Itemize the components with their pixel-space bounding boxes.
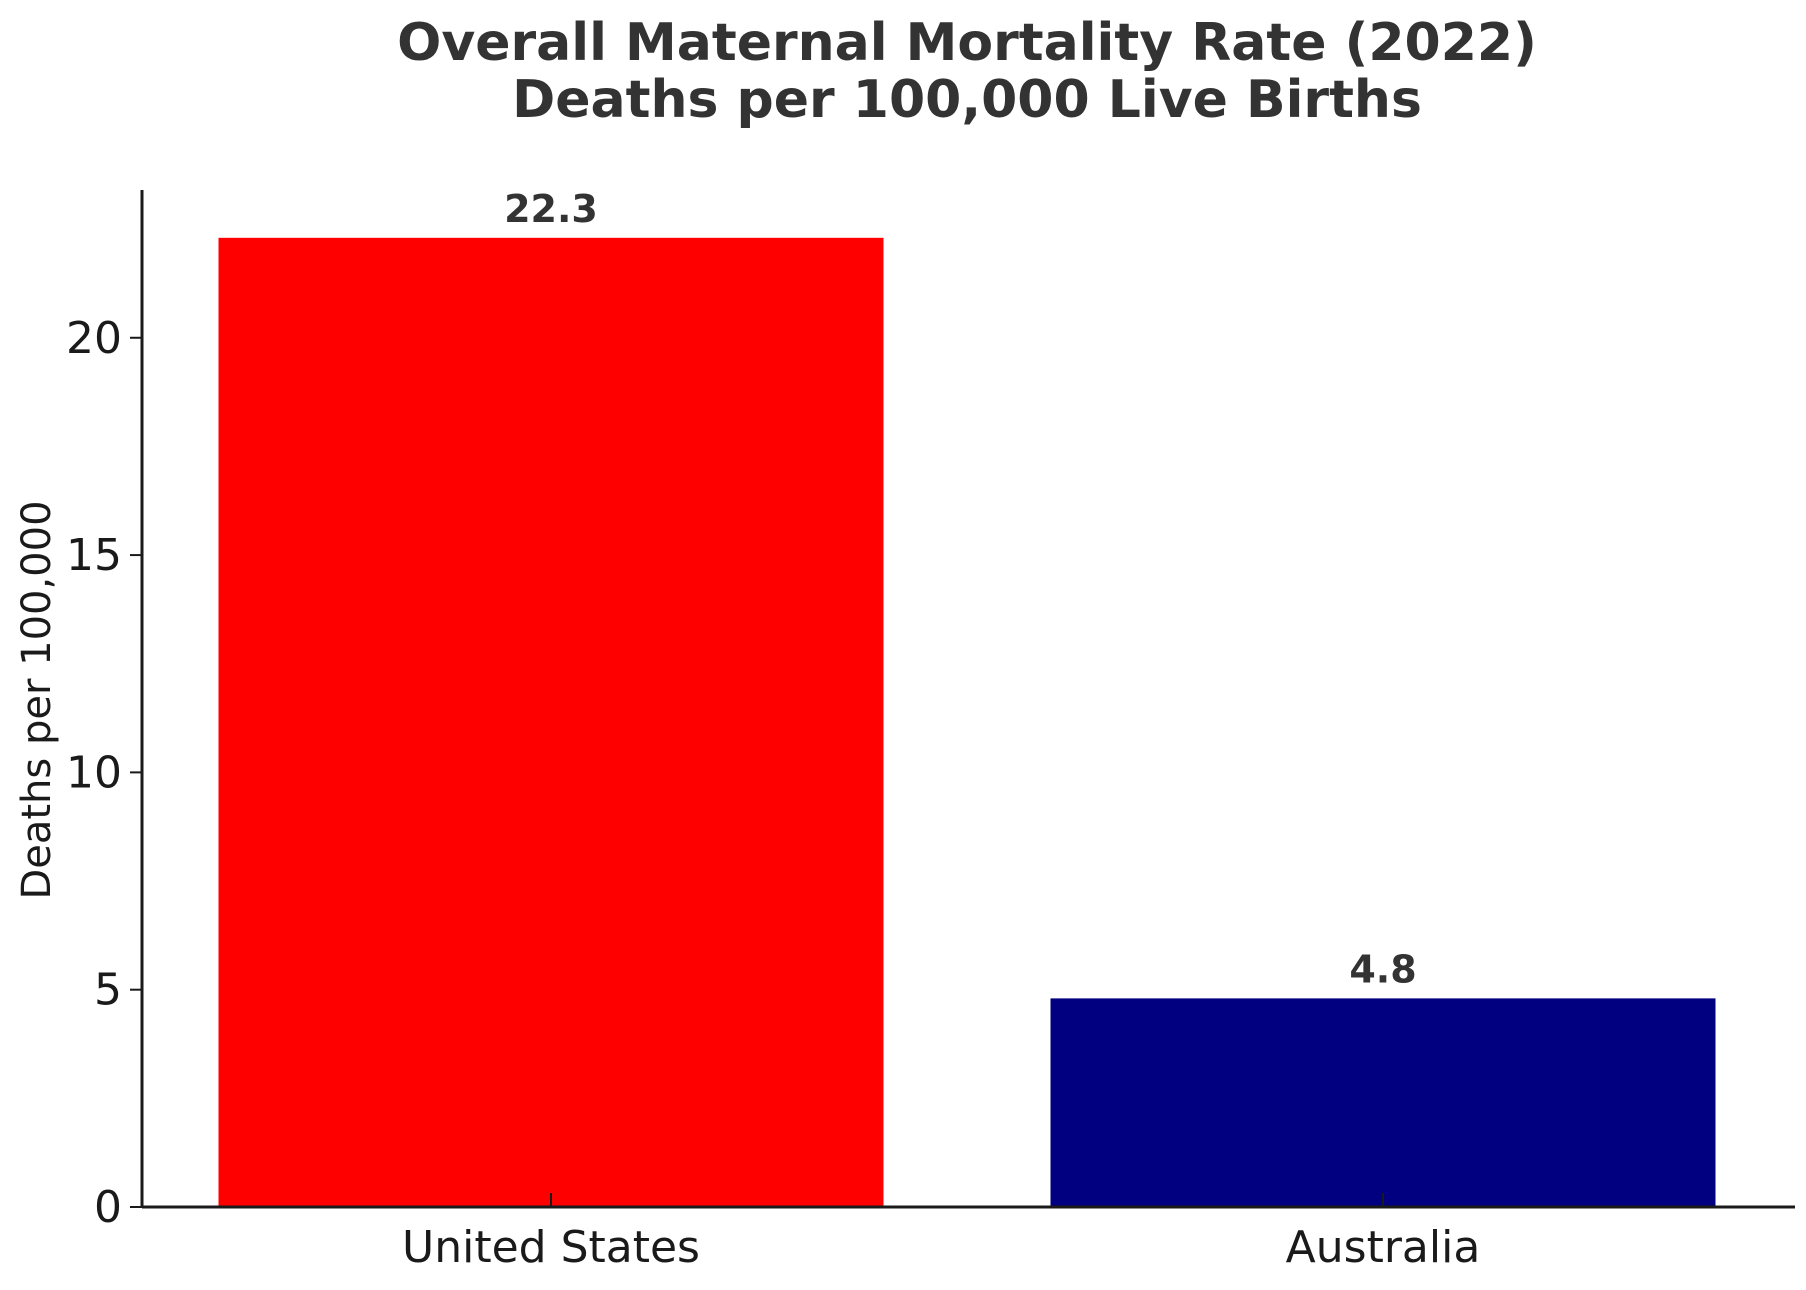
chart-title-line-1: Overall Maternal Mortality Rate (2022)	[397, 13, 1537, 73]
bar-value-label: 22.3	[504, 187, 598, 231]
bar-australia	[1050, 998, 1716, 1207]
y-axis-ticks: 0 5 10 15 20	[66, 313, 142, 1233]
y-tick-label: 20	[66, 313, 122, 364]
x-tick-label: United States	[402, 1222, 700, 1273]
x-axis-ticks: United States Australia	[402, 1193, 1480, 1273]
bars-group: 22.3 4.8	[218, 187, 1716, 1208]
bar-value-label: 4.8	[1349, 947, 1416, 991]
bar-united-states	[218, 237, 884, 1208]
y-tick-label: 10	[66, 747, 122, 798]
y-tick-label: 5	[94, 965, 122, 1016]
y-tick-label: 0	[94, 1182, 122, 1233]
y-axis-label: Deaths per 100,000	[14, 500, 60, 899]
y-tick-label: 15	[66, 530, 122, 581]
x-tick-label: Australia	[1286, 1222, 1481, 1273]
chart-title-line-2: Deaths per 100,000 Live Births	[512, 70, 1422, 130]
